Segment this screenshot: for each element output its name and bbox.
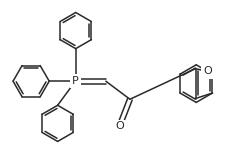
Text: O: O	[115, 121, 124, 131]
Text: P: P	[72, 76, 79, 86]
Text: O: O	[203, 66, 212, 76]
